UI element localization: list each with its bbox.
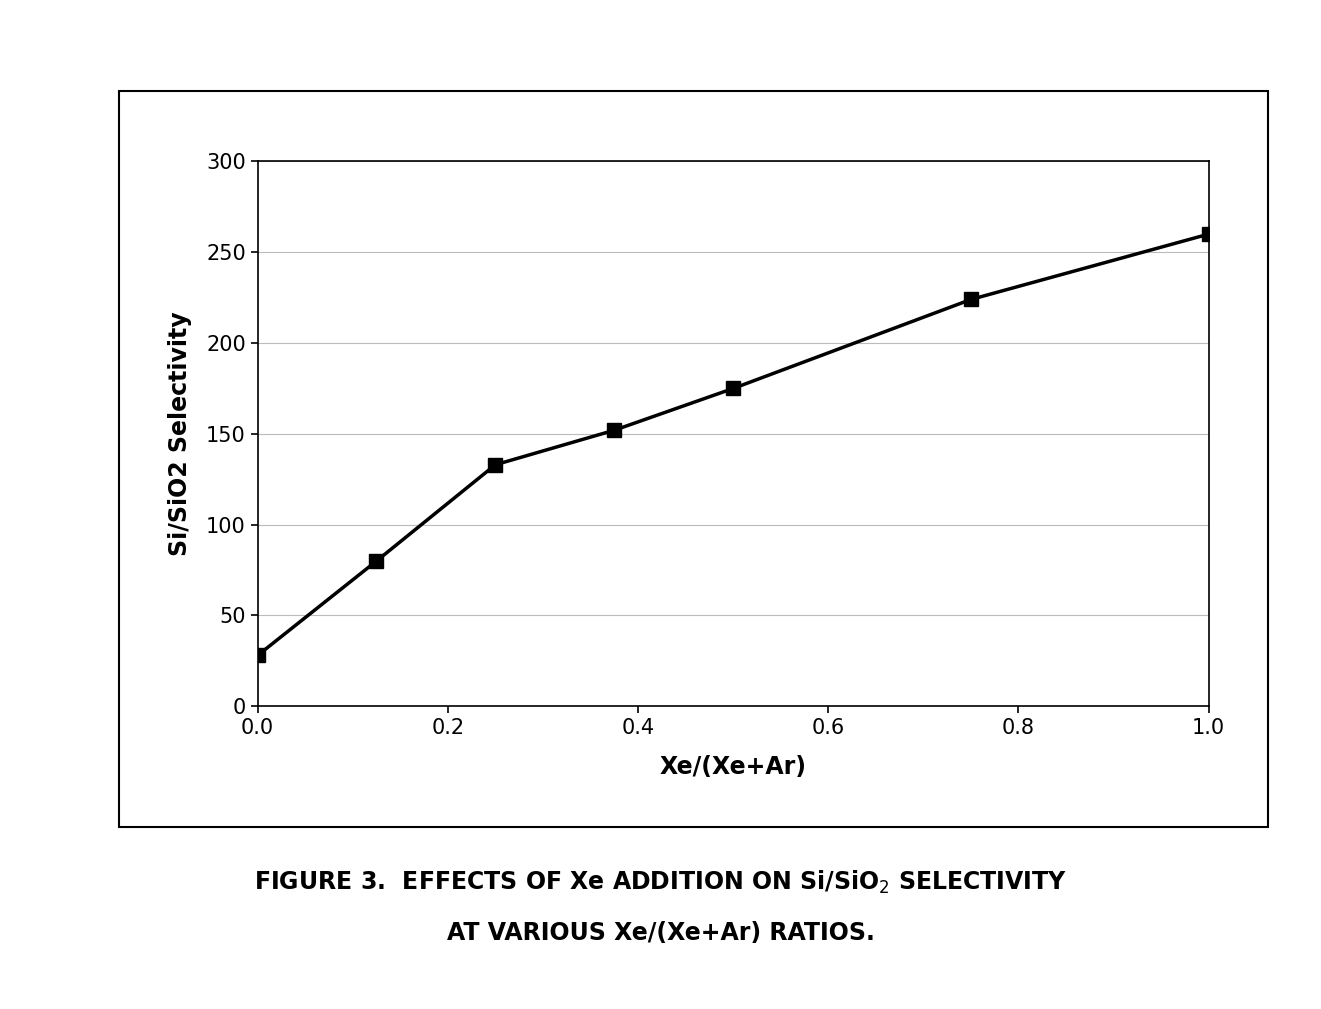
Text: AT VARIOUS Xe/(Xe+Ar) RATIOS.: AT VARIOUS Xe/(Xe+Ar) RATIOS.: [446, 921, 875, 945]
Text: FIGURE 3.  EFFECTS OF Xe ADDITION ON Si/SiO$_2$ SELECTIVITY: FIGURE 3. EFFECTS OF Xe ADDITION ON Si/S…: [254, 870, 1067, 896]
Y-axis label: Si/SiO2 Selectivity: Si/SiO2 Selectivity: [168, 312, 192, 556]
X-axis label: Xe/(Xe+Ar): Xe/(Xe+Ar): [659, 755, 807, 779]
